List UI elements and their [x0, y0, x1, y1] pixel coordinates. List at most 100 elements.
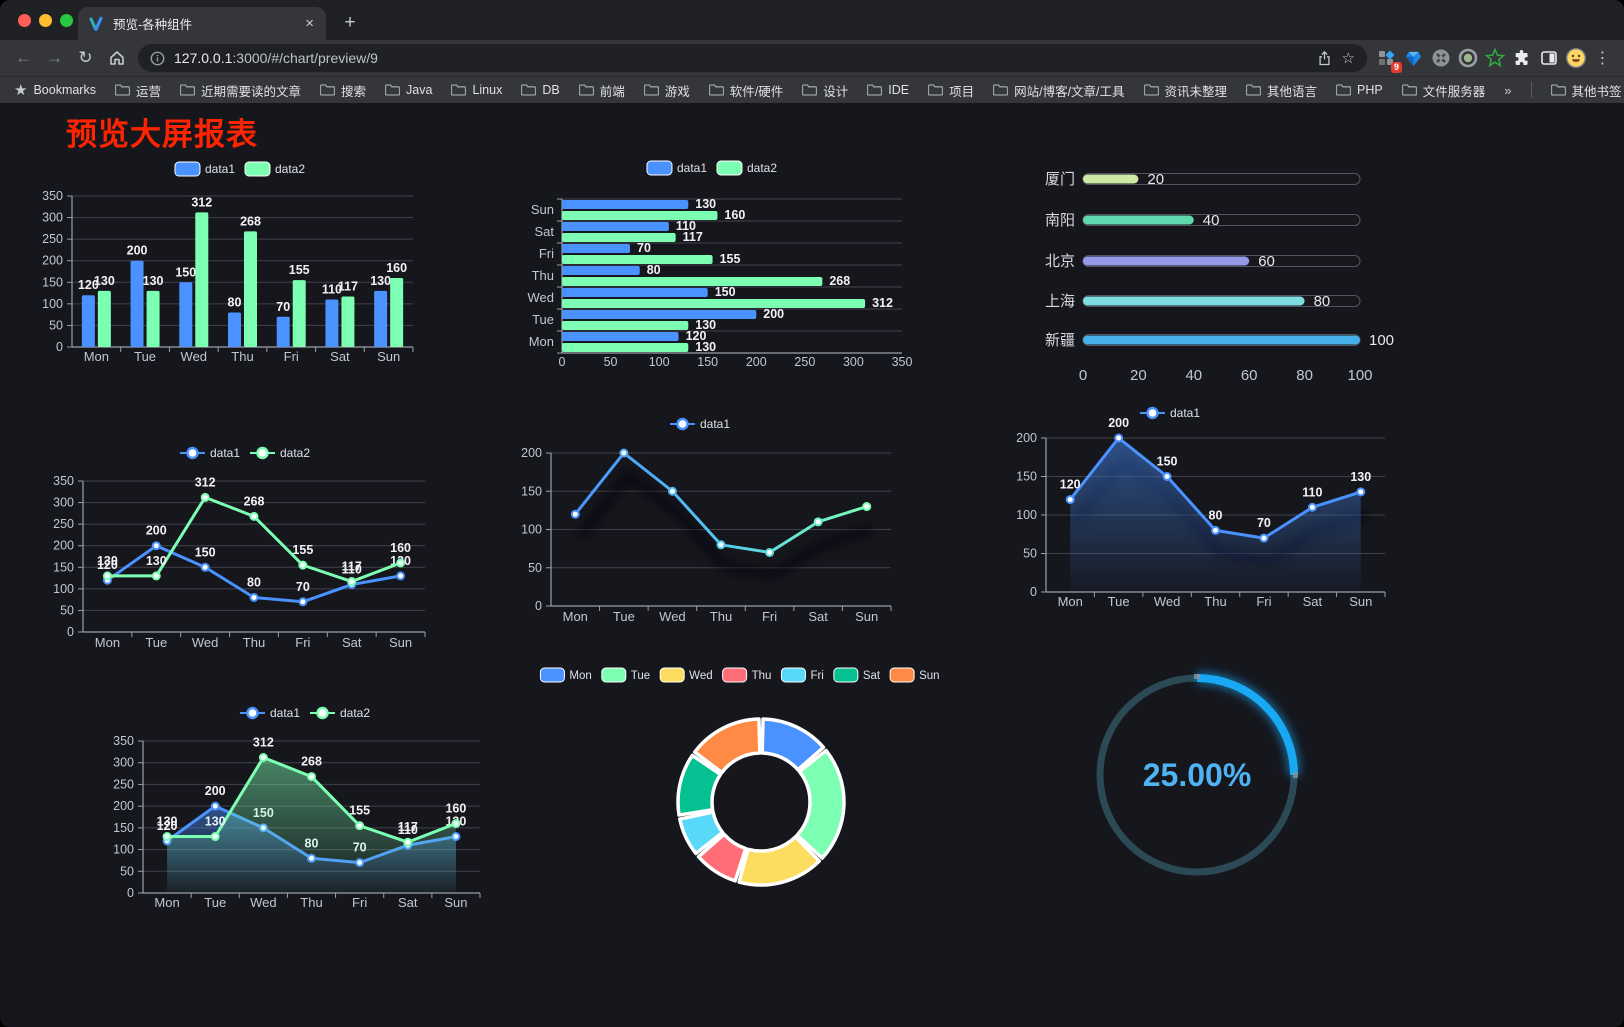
bar-data2-Thu[interactable] — [244, 231, 257, 347]
zoom-window-button[interactable] — [60, 14, 73, 27]
point-data2-Fri[interactable] — [298, 560, 308, 570]
point-data1-Wed[interactable] — [200, 562, 210, 572]
donut-slice-Fri[interactable] — [678, 810, 725, 856]
site-info-icon[interactable] — [150, 51, 165, 66]
close-window-button[interactable] — [18, 14, 31, 27]
bar-data1-Tue[interactable] — [130, 260, 144, 347]
legend-marker[interactable] — [246, 706, 259, 720]
point-data1-Fri[interactable] — [1259, 533, 1269, 543]
point-data2-Mon[interactable] — [102, 571, 112, 581]
extension-circle-pattern-icon[interactable] — [1427, 45, 1454, 72]
legend-swatch[interactable] — [646, 160, 673, 176]
side-panel-icon[interactable] — [1535, 45, 1562, 72]
tab-close-icon[interactable]: × — [305, 15, 314, 32]
profile-avatar[interactable] — [1562, 45, 1589, 72]
point-data1-Sat[interactable] — [813, 517, 823, 527]
progress-fill-北京[interactable] — [1083, 256, 1250, 266]
progress-fill-上海[interactable] — [1083, 296, 1305, 306]
menu-dots-icon[interactable]: ⋮ — [1594, 50, 1611, 67]
donut-slice-Tue[interactable] — [795, 748, 846, 860]
donut-slice-Thu[interactable] — [696, 832, 748, 883]
point-data1-Thu[interactable] — [716, 540, 726, 550]
point-data1-Thu[interactable] — [1211, 525, 1220, 535]
legend-swatch[interactable] — [716, 160, 743, 176]
bookmark-item[interactable]: 设计 — [802, 81, 848, 100]
browser-tab[interactable]: 预览-各种组件 × — [78, 7, 326, 40]
bookmark-item[interactable]: IDE — [867, 83, 909, 97]
hbar-data1-Tue[interactable] — [562, 310, 757, 319]
point-data2-Thu[interactable] — [249, 511, 259, 521]
legend-swatch[interactable] — [659, 667, 685, 683]
point-data1-Tue[interactable] — [210, 801, 220, 811]
bookmark-item[interactable]: PHP — [1336, 83, 1383, 97]
donut-slice-Sun[interactable] — [692, 717, 762, 775]
progress-fill-厦门[interactable] — [1083, 174, 1139, 184]
point-data1-Sun[interactable] — [862, 502, 872, 512]
bookmarks-manager[interactable]: ★ Bookmarks — [14, 81, 96, 99]
legend-marker[interactable] — [186, 446, 199, 460]
legend-marker[interactable] — [676, 417, 689, 431]
forward-icon[interactable]: → — [46, 48, 63, 67]
legend-swatch[interactable] — [833, 667, 859, 683]
extensions-puzzle-icon[interactable] — [1508, 45, 1535, 72]
bookmark-item[interactable]: Linux — [451, 83, 502, 97]
minimize-window-button[interactable] — [39, 14, 52, 27]
url-bar[interactable]: 127.0.0.1:3000/#/chart/preview/9 ☆ — [138, 44, 1367, 72]
back-icon[interactable]: ← — [15, 48, 32, 67]
bar-data2-Tue[interactable] — [146, 290, 160, 347]
bookmark-item[interactable]: 文件服务器 — [1401, 81, 1485, 100]
chart-bar-horizontal[interactable]: data1 data2 0 50 100 150 200 250 300 350 Mon Tue Wed… — [500, 148, 925, 393]
donut-slice-Sat[interactable] — [676, 753, 723, 817]
legend-swatch[interactable] — [539, 667, 565, 683]
bookmark-item[interactable]: 运营 — [114, 81, 161, 100]
point-data2-Mon[interactable] — [162, 832, 172, 842]
chart-line-gradient[interactable]: data1 0 50 100 150 200 Mon Tue Wed Thu Fri Sat Sun — [500, 388, 920, 638]
hbar-data2-Mon[interactable] — [562, 343, 689, 352]
chart-line-basic[interactable]: data1 data2 0 50 100 150 200 250 300 350 Mon Tue Wed… — [40, 388, 460, 668]
point-data1-Fri[interactable] — [298, 597, 308, 607]
legend-swatch[interactable] — [780, 667, 806, 683]
point-data1-Mon[interactable] — [1065, 495, 1075, 505]
legend-marker[interactable] — [1146, 406, 1159, 420]
share-icon[interactable] — [1316, 50, 1333, 67]
point-data2-Tue[interactable] — [151, 571, 161, 581]
extension-gem-icon[interactable] — [1400, 45, 1427, 72]
bar-data2-Sun[interactable] — [390, 277, 404, 347]
point-data1-Tue[interactable] — [1114, 433, 1124, 443]
hbar-data2-Tue[interactable] — [562, 321, 689, 330]
legend-swatch[interactable] — [244, 161, 271, 177]
point-data2-Thu[interactable] — [307, 772, 316, 782]
bar-data1-Thu[interactable] — [228, 312, 241, 347]
point-data2-Sat[interactable] — [403, 837, 413, 847]
bookmark-item[interactable]: DB — [521, 83, 560, 97]
hbar-data2-Thu[interactable] — [562, 277, 823, 286]
bar-data1-Sun[interactable] — [374, 290, 388, 347]
bar-data1-Wed[interactable] — [179, 282, 193, 347]
hbar-data1-Mon[interactable] — [562, 332, 679, 341]
hbar-data2-Sun[interactable] — [562, 211, 718, 220]
legend-marker[interactable] — [256, 446, 269, 460]
bar-data2-Mon[interactable] — [97, 290, 111, 347]
point-data1-Fri[interactable] — [765, 547, 775, 557]
point-data2-Wed[interactable] — [200, 492, 210, 502]
bookmark-item[interactable]: 软件/硬件 — [708, 81, 783, 100]
bar-data1-Sat[interactable] — [325, 299, 339, 347]
hbar-data1-Thu[interactable] — [562, 266, 640, 275]
bookmark-item[interactable]: 搜索 — [320, 81, 366, 100]
chart-progress-bars[interactable]: 厦门 20 南阳 40 北京 60 上海 80 新疆 100 0 20 40 60 80 100 — [990, 148, 1410, 398]
new-tab-button[interactable]: + — [344, 12, 356, 33]
point-data2-Wed[interactable] — [258, 753, 268, 763]
chart-donut[interactable]: Mon Tue Wed Thu Fri Sat Sun — [530, 638, 950, 938]
point-data1-Sun[interactable] — [1356, 487, 1366, 497]
bar-data2-Sat[interactable] — [341, 296, 355, 347]
point-data1-Sun[interactable] — [396, 571, 406, 581]
point-data2-Tue[interactable] — [210, 832, 220, 842]
bookmark-item[interactable]: 其他语言 — [1246, 81, 1317, 100]
bookmark-item[interactable]: 资讯未整理 — [1143, 81, 1227, 100]
bar-data1-Mon[interactable] — [81, 295, 95, 347]
bookmark-item[interactable]: 网站/博客/文章/工具 — [993, 81, 1125, 100]
hbar-data1-Sat[interactable] — [562, 222, 669, 231]
point-data1-Tue[interactable] — [151, 541, 161, 551]
hbar-data1-Wed[interactable] — [562, 288, 708, 297]
hbar-data2-Fri[interactable] — [562, 255, 713, 264]
